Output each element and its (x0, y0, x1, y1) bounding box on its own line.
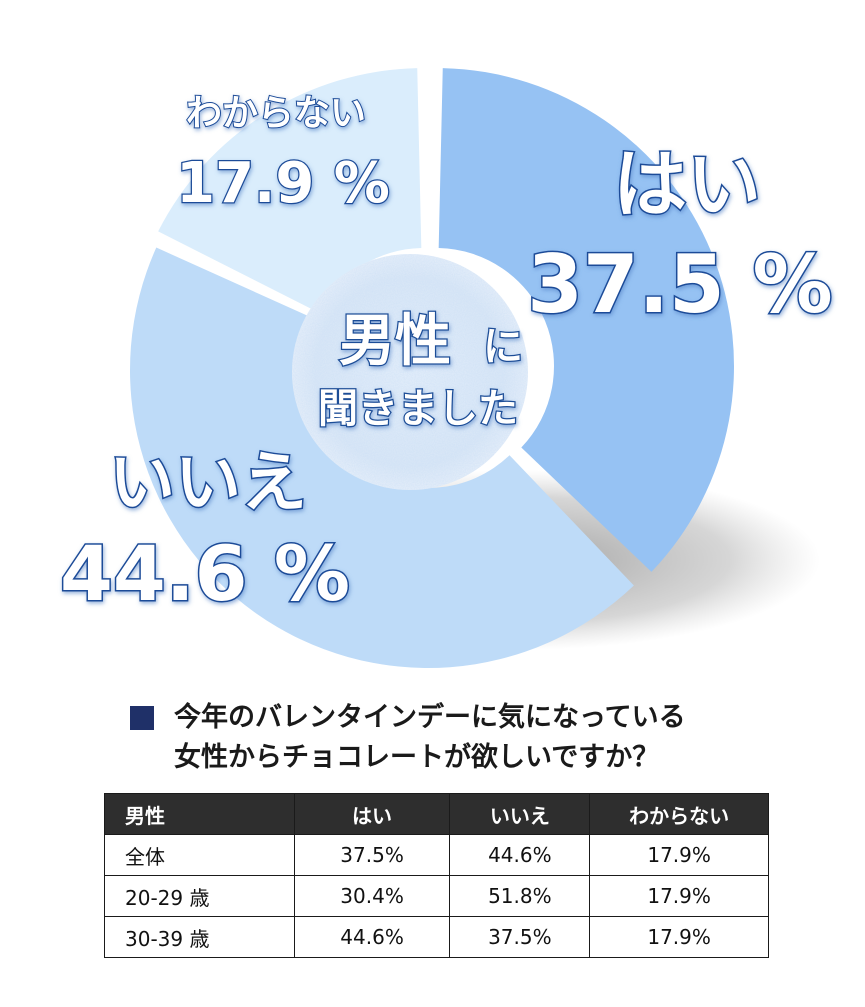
row-label: 30-39 歳 (104, 916, 295, 958)
question-line-1: 今年のバレンタインデーに気になっている (174, 702, 686, 733)
center-disc (292, 254, 528, 490)
row-label: 全体 (104, 834, 295, 876)
table-row: 20-29 歳 30.4% 51.8% 17.9% (104, 875, 769, 917)
slice-value-no: 44.6 % (60, 529, 350, 618)
slices-group (130, 68, 734, 668)
slice-yes (438, 68, 734, 572)
cell-yes: 37.5% (293, 834, 451, 876)
table-header-row: 男性 はい いいえ わからない (104, 793, 769, 835)
center-label-gender: 男性 (339, 309, 451, 374)
cell-yes: 30.4% (293, 875, 451, 917)
donut-chart: 男性 に 聞きました はい 37.5 % いいえ 44.6 % わからない 17… (58, 68, 834, 668)
header-unknown: わからない (589, 793, 769, 835)
header-no: いいえ (449, 793, 591, 835)
bullet-square-icon (130, 706, 154, 730)
center-label-particle: に (483, 324, 523, 370)
cell-unknown: 17.9% (589, 916, 769, 958)
cell-unknown: 17.9% (589, 834, 769, 876)
header-gender: 男性 (104, 793, 295, 835)
cell-no: 51.8% (449, 875, 591, 917)
table-row: 30-39 歳 44.6% 37.5% 17.9% (104, 916, 769, 958)
slice-value-unknown: 17.9 % (176, 151, 390, 216)
row-label: 20-29 歳 (104, 875, 295, 917)
question-line-2: 女性からチョコレートが欲しいですか？ (174, 742, 660, 773)
header-yes: はい (293, 793, 451, 835)
results-table: 男性 はい いいえ わからない 全体 37.5% 44.6% 17.9% 20-… (104, 793, 769, 958)
center-label-asked: 聞きました (318, 386, 518, 432)
cell-no: 44.6% (449, 834, 591, 876)
slice-unknown (158, 68, 422, 313)
cell-yes: 44.6% (293, 916, 451, 958)
slice-label-yes: はい (613, 142, 761, 228)
cell-no: 37.5% (449, 916, 591, 958)
slice-label-no: いいえ (109, 444, 307, 521)
slice-value-yes: 37.5 % (527, 238, 832, 331)
slice-label-unknown: わからない (186, 93, 366, 134)
slice-no (130, 247, 634, 668)
cell-unknown: 17.9% (589, 875, 769, 917)
table-row: 全体 37.5% 44.6% 17.9% (104, 834, 769, 876)
